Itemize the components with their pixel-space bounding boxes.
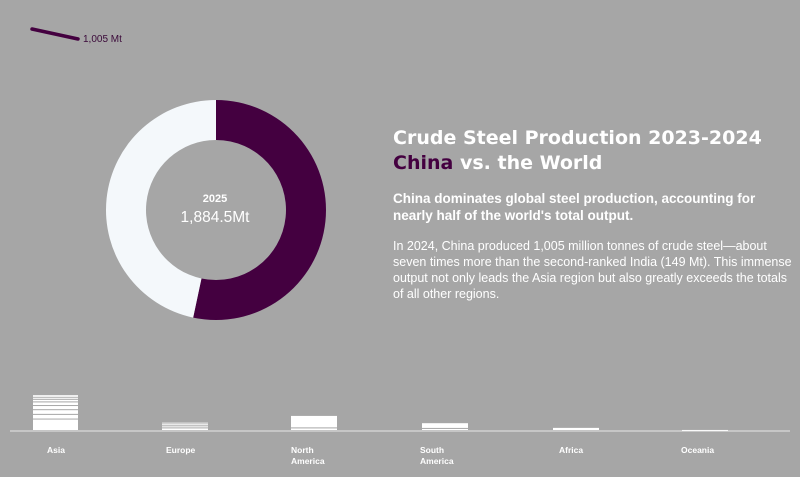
bar-segment-2-1 — [291, 415, 337, 428]
bar-segment-4-0 — [553, 427, 599, 430]
bar-segment-0-3 — [33, 406, 78, 410]
donut-center-total: 1,884.5Mt — [180, 209, 250, 226]
text-panel: Crude Steel Production 2023-2024 China v… — [393, 126, 793, 302]
bar-segment-1-2 — [162, 424, 208, 426]
region-label-line: South — [420, 445, 445, 455]
bar-segment-0-8 — [33, 395, 78, 396]
bar-segment-3-0 — [422, 428, 468, 430]
region-label-1: Europe — [166, 445, 195, 456]
region-label-line: Asia — [47, 445, 65, 455]
chart-description: In 2024, China produced 1,005 million to… — [393, 239, 792, 301]
legend-line — [30, 27, 80, 41]
region-bars — [33, 395, 728, 431]
chart-subtitle: China dominates global steel production,… — [393, 191, 756, 223]
bar-segment-0-5 — [33, 399, 78, 402]
donut-slice-0 — [193, 99, 327, 321]
bar-segment-1-1 — [162, 426, 208, 428]
bar-segment-0-7 — [33, 396, 78, 397]
bar-segment-0-6 — [33, 397, 78, 399]
region-label-2: North America — [291, 445, 325, 467]
region-label-line: America — [420, 456, 454, 466]
title-line-1: Crude Steel Production 2023-2024 — [393, 127, 762, 149]
bar-segment-5-0 — [682, 429, 728, 431]
region-label-line: America — [291, 456, 325, 466]
bar-segment-1-3 — [162, 422, 208, 424]
region-label-line: Europe — [166, 445, 196, 455]
title-line-2: China vs. the World — [393, 151, 793, 176]
region-label-line: Oceania — [681, 445, 715, 455]
region-label-5: Oceania — [681, 445, 714, 456]
donut-center-year: 2025 — [202, 193, 228, 205]
region-label-4: Africa — [559, 445, 583, 456]
bar-segment-0-0 — [33, 419, 78, 430]
region-label-line: North — [291, 445, 314, 455]
bar-segment-0-1 — [33, 414, 78, 419]
bar-segment-0-4 — [33, 402, 78, 406]
title-highlight: China — [393, 152, 454, 174]
donut-chart — [106, 99, 327, 321]
bar-segment-1-0 — [162, 428, 208, 430]
region-label-0: Asia — [47, 445, 65, 456]
donut-slice-1 — [106, 100, 216, 318]
region-label-3: South America — [420, 445, 454, 467]
legend-label: 1,005 Mt — [83, 34, 122, 45]
bar-segment-3-1 — [422, 423, 468, 428]
region-label-line: Africa — [559, 445, 584, 455]
title-rest: vs. the World — [453, 152, 603, 174]
bar-segment-2-0 — [291, 428, 337, 430]
chart-title: Crude Steel Production 2023-2024 China v… — [393, 126, 793, 176]
bar-segment-0-2 — [33, 410, 78, 414]
